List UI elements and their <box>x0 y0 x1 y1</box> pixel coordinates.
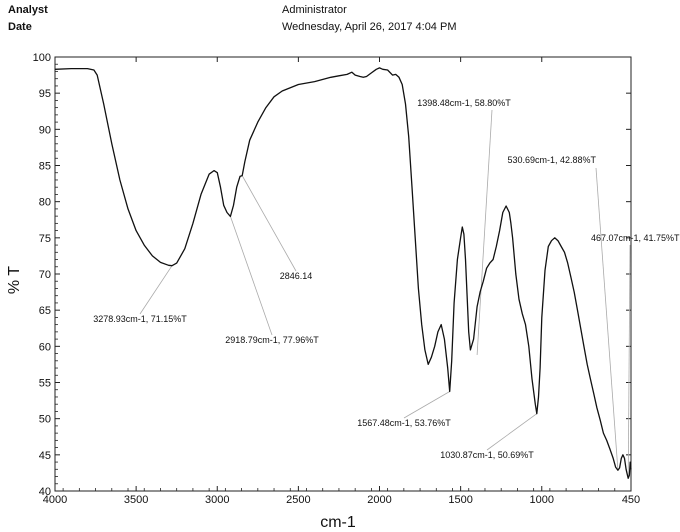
y-tick-label: 80 <box>39 197 51 209</box>
x-tick-label: 3000 <box>205 494 229 506</box>
x-tick-label: 450 <box>622 494 640 506</box>
y-tick-label: 50 <box>39 414 51 426</box>
axes: 4000 3500 3000 2500 2000 1500 1000 450 40 45 50 55 6… <box>33 52 641 506</box>
x-tick-label: 4000 <box>43 494 67 506</box>
annotation-leaders <box>139 109 631 479</box>
date-value: Wednesday, April 26, 2017 4:04 PM <box>282 21 457 33</box>
annotation-label: 2846.14 <box>280 271 313 281</box>
annotation-label: 2918.79cm-1, 77.96%T <box>225 335 319 345</box>
annotation-label: 467.07cm-1, 41.75%T <box>591 233 680 243</box>
annotation-label: 530.69cm-1, 42.88%T <box>507 155 596 165</box>
annotation-labels: 3278.93cm-1, 71.15%T 2918.79cm-1, 77.96%T… <box>93 98 680 460</box>
annotation-label: 1567.48cm-1, 53.76%T <box>357 418 451 428</box>
annotation-leader <box>476 109 493 356</box>
y-tick-label: 40 <box>39 486 51 498</box>
annotation-leader <box>241 175 297 272</box>
y-tick-label: 45 <box>39 450 51 462</box>
x-tick-label: 1000 <box>530 494 554 506</box>
annotation-leader <box>595 167 619 471</box>
y-tick-label: 90 <box>39 124 51 136</box>
y-tick-label: 95 <box>39 88 51 100</box>
x-tick-label: 1500 <box>448 494 472 506</box>
annotation-label: 1030.87cm-1, 50.69%T <box>440 450 534 460</box>
annotation-leader <box>139 265 173 315</box>
annotation-label: 1398.48cm-1, 58.80%T <box>417 98 511 108</box>
annotation-leader <box>230 216 273 336</box>
x-tick-label: 3500 <box>124 494 148 506</box>
y-tick-label: 100 <box>33 52 51 64</box>
annotation-leader <box>627 244 631 479</box>
y-tick-label: 85 <box>39 161 51 173</box>
spectrum-line <box>54 67 632 479</box>
annotation-label: 3278.93cm-1, 71.15%T <box>93 314 187 324</box>
y-tick-label: 65 <box>39 305 51 317</box>
y-tick-label: 75 <box>39 233 51 245</box>
series-layer <box>54 67 632 479</box>
x-tick-label: 2500 <box>286 494 310 506</box>
y-tick-label: 55 <box>39 378 51 390</box>
y-tick-label: 70 <box>39 269 51 281</box>
annotation-leader <box>403 391 450 419</box>
y-tick-label: 60 <box>39 341 51 353</box>
x-tick-label: 2000 <box>367 494 391 506</box>
x-axis-title: cm-1 <box>320 514 356 531</box>
y-axis-title: % T <box>6 266 23 294</box>
annotation-leader <box>486 413 537 451</box>
analyst-value: Administrator <box>282 4 347 16</box>
analyst-label: Analyst <box>8 4 48 16</box>
date-label: Date <box>8 21 32 33</box>
